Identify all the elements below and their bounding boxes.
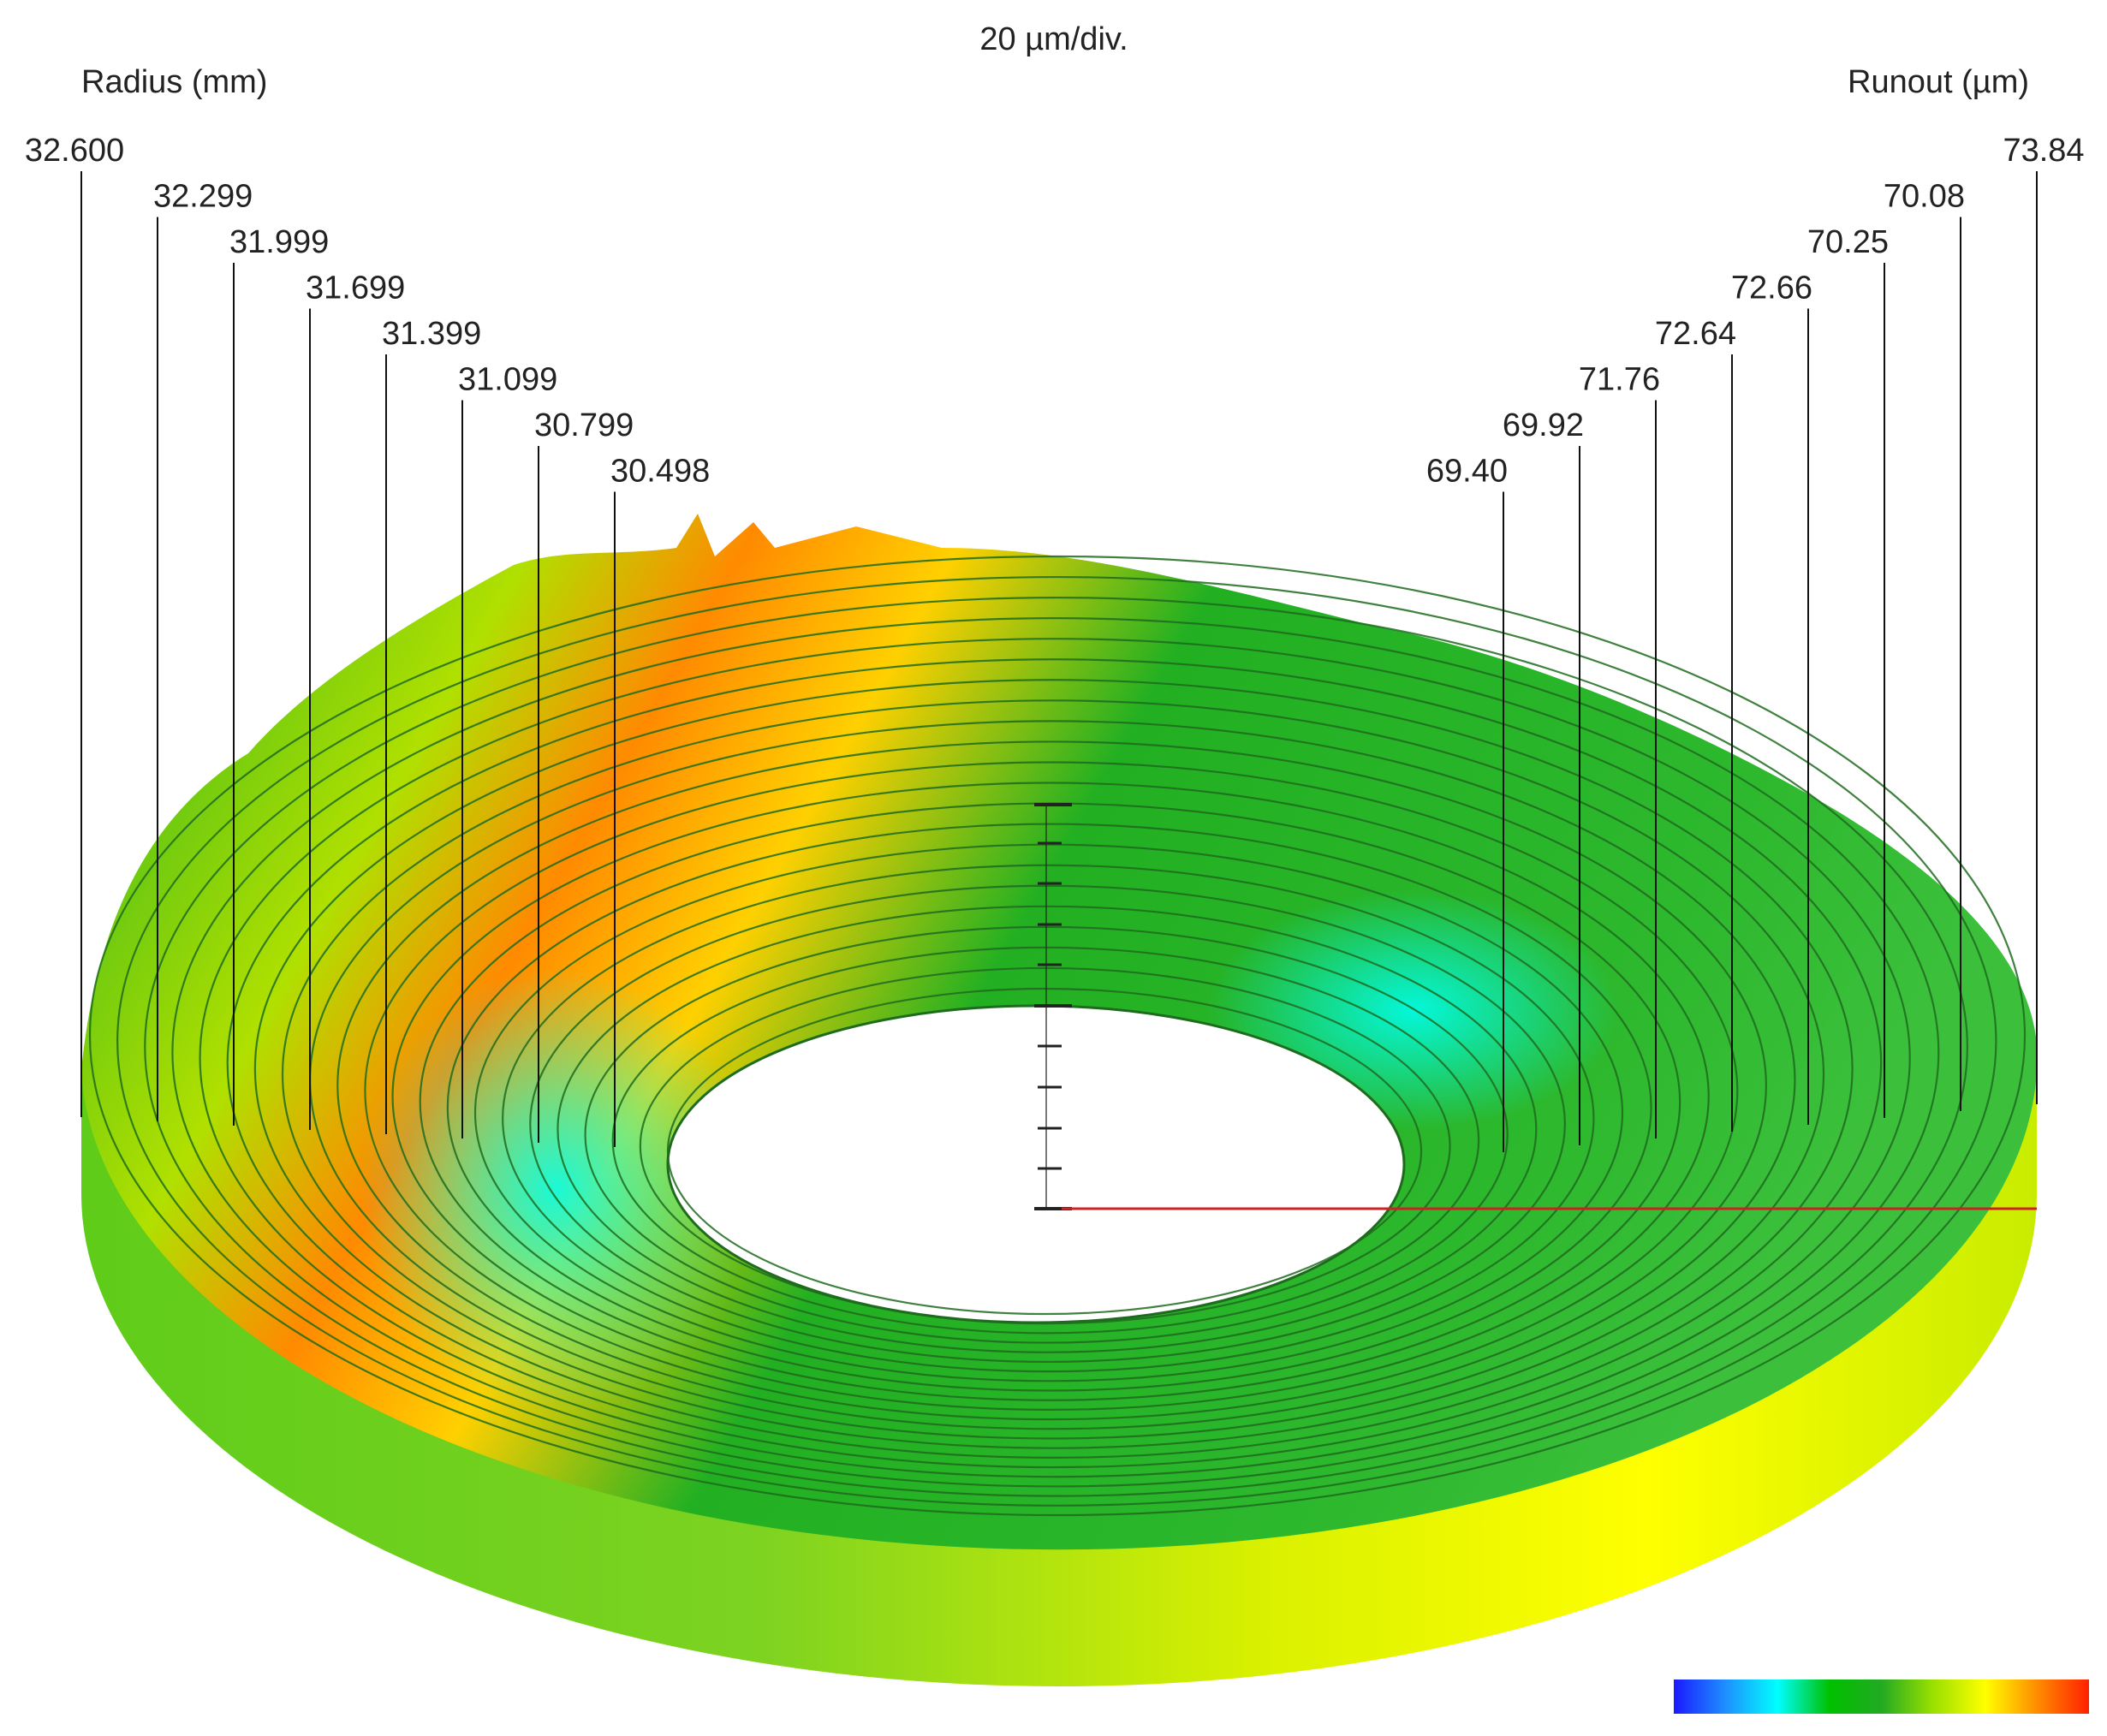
radius-label: 30.498 [610, 454, 710, 490]
contour-track [364, 761, 1739, 1421]
radius-leaders: 32.600 32.299 31.999 31.699 31.399 31.099 30.7… [25, 133, 710, 1147]
radius-label: 32.299 [153, 179, 253, 215]
vertical-scale [1034, 803, 1072, 1210]
runout-leaders: 73.84 70.08 70.25 72.66 72.64 71.76 69.92 69.40 [1426, 133, 2085, 1152]
runout-label: 69.40 [1426, 454, 1508, 490]
contour-track [336, 740, 1767, 1430]
contour-track [639, 966, 1451, 1325]
contour-track [446, 823, 1652, 1392]
runout-label: 73.84 [2003, 133, 2084, 169]
contour-track [226, 658, 1883, 1469]
contour-track [199, 638, 1911, 1478]
contour-track [557, 905, 1538, 1353]
runout-label: 71.76 [1579, 362, 1660, 398]
contour-track [391, 782, 1710, 1412]
contour-track [171, 617, 1940, 1488]
surface [81, 514, 2038, 1686]
colorbar [1674, 1680, 2089, 1714]
radius-label: 30.799 [534, 407, 634, 443]
contour-track [88, 555, 2027, 1517]
contour-track [502, 864, 1595, 1373]
contour-track [473, 843, 1624, 1382]
contour-tracks [88, 555, 2027, 1517]
runout-label: 70.08 [1884, 179, 1965, 215]
runout-label: 70.25 [1807, 224, 1889, 260]
inner-hole [666, 1004, 1406, 1324]
radius-label: 31.999 [229, 224, 329, 260]
contour-track [144, 596, 1968, 1497]
radius-label: 31.699 [306, 271, 405, 306]
left-axis-label: Radius (mm) [81, 64, 267, 100]
contour-track [253, 679, 1854, 1459]
right-axis-label: Runout (µm) [1848, 64, 2029, 100]
contour-track [116, 575, 1997, 1507]
radius-label: 32.600 [25, 133, 124, 169]
runout-label: 72.64 [1655, 316, 1736, 352]
cyan-region [360, 967, 753, 1412]
contour-track [666, 987, 1423, 1316]
radius-label: 31.399 [382, 316, 481, 352]
radius-label: 31.099 [458, 362, 557, 398]
runout-label: 72.66 [1731, 271, 1812, 306]
runout-label: 69.92 [1503, 407, 1584, 443]
contour-track [529, 884, 1566, 1364]
chart-title: 20 µm/div. [979, 21, 1128, 57]
contour-track [281, 699, 1825, 1449]
outer-wall [81, 1044, 2037, 1686]
